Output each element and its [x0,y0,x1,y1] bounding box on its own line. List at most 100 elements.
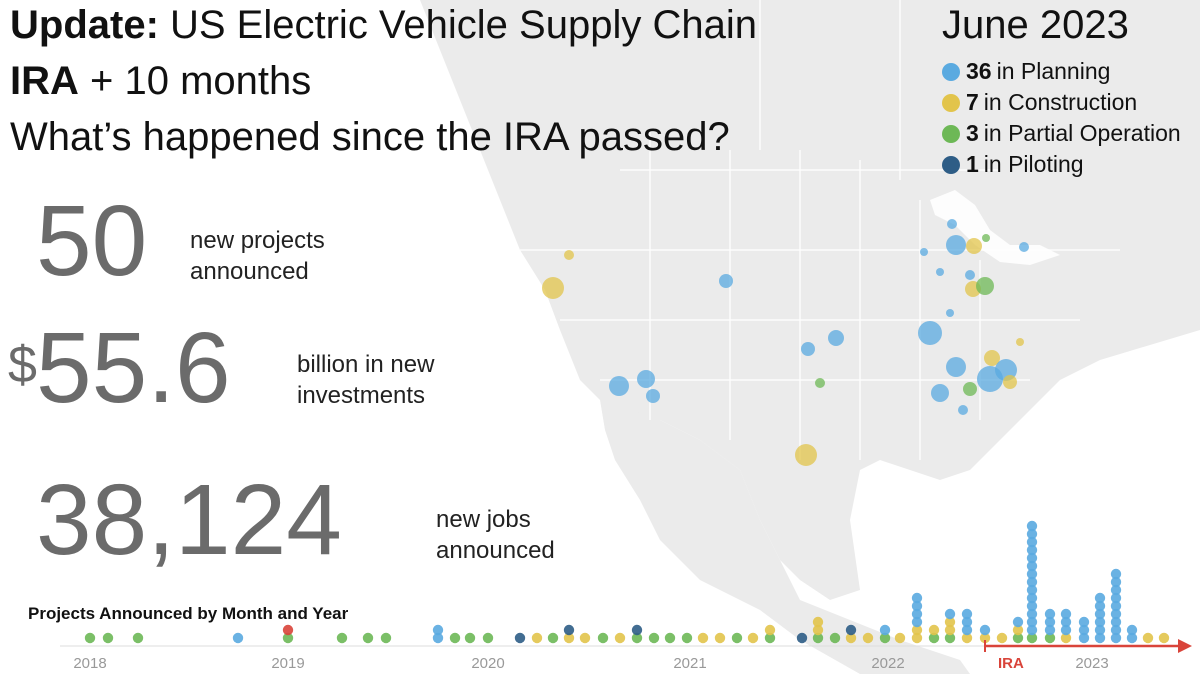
timeline-project-dot [731,632,743,644]
timeline-project-dot [482,632,494,644]
timeline-project-dot [1012,624,1024,636]
timeline-project-dot [879,632,891,644]
timeline-project-dot [1158,632,1170,644]
timeline-project-dot [845,624,857,636]
timeline-project-dot [232,632,244,644]
title-months: + 10 months [78,59,312,103]
mexico-landmass [600,400,970,674]
timeline-chart: 2018 2019 2020 2021 2022 2023 IRA [60,520,1192,672]
timeline-project-dot [597,632,609,644]
timeline-project-dot [944,624,956,636]
year-label: 2022 [871,655,904,672]
timeline-project-dot [1060,616,1072,628]
timeline-project-dot [631,624,643,636]
timeline-project-dot [464,632,476,644]
timeline-project-dot [812,616,824,628]
timeline-project-dot [547,632,559,644]
status-legend: 36 in Planning 7 in Construction 3 in Pa… [942,56,1181,180]
timeline-project-dot [1060,608,1072,620]
year-labels: 2018 2019 2020 2021 2022 2023 [73,655,1108,672]
timeline-project-dot [282,632,294,644]
timeline-project-dot [1026,616,1038,628]
timeline-project-dot [1094,616,1106,628]
timeline-project-dot [1026,552,1038,564]
legend-item-partial-operation: 3 in Partial Operation [942,118,1181,149]
project-marker-planning [946,357,966,377]
timeline-project-dot [812,624,824,636]
timeline-project-dot [1026,544,1038,556]
timeline-project-dot [845,632,857,644]
timeline-project-dot [380,632,392,644]
ira-arrow-head-icon [1178,639,1192,653]
timeline-project-dot [764,632,776,644]
timeline-project-dot [1044,616,1056,628]
timeline-project-dot [911,632,923,644]
timeline-project-dot [1094,592,1106,604]
timeline-dots [84,520,1170,644]
timeline-project-dot [862,632,874,644]
timeline-project-dot [579,632,591,644]
timeline-project-dot [1126,632,1138,644]
timeline-project-dot [84,632,96,644]
north-america-landmass [420,0,1200,600]
timeline-project-dot [911,616,923,628]
project-marker-planning [918,321,942,345]
timeline-project-dot [944,616,956,628]
project-marker-planning [1019,242,1029,252]
timeline-project-dot [961,632,973,644]
legend-count: 1 [966,151,979,177]
timeline-project-dot [1026,536,1038,548]
timeline-project-dot [614,632,626,644]
timeline-project-dot [1012,632,1024,644]
timeline-project-dot [764,624,776,636]
legend-count: 7 [966,89,979,115]
timeline-project-dot [1094,632,1106,644]
timeline-project-dot [1026,608,1038,620]
project-marker-partial-operation [963,382,977,396]
timeline-project-dot [1142,632,1154,644]
title-line-1: Update: US Electric Vehicle Supply Chain [10,2,757,48]
jobs-label: new jobs announced [436,506,555,564]
timeline-project-dot [1060,624,1072,636]
timeline-project-dot [563,624,575,636]
timeline-project-dot [1110,592,1122,604]
timeline-project-dot [1094,600,1106,612]
timeline-project-dot [1026,520,1038,532]
timeline-project-dot [563,632,575,644]
timeline-project-dot [1026,528,1038,540]
project-marker-planning [931,384,949,402]
project-marker-construction [542,277,564,299]
project-marker-planning [936,268,944,276]
project-marker-planning [958,405,968,415]
timeline-project-dot [961,616,973,628]
timeline-project-dot [911,592,923,604]
ira-label: IRA [998,655,1024,672]
title-ira: IRA [10,59,79,103]
timeline-project-dot [1094,624,1106,636]
project-marker-planning [946,309,954,317]
timeline-project-dot [1026,624,1038,636]
timeline-project-dot [681,632,693,644]
timeline-project-dot [812,632,824,644]
title-line-3: What’s happened since the IRA passed? [10,115,730,159]
timeline-project-dot [1078,624,1090,636]
investment-label: billion in new investments [297,351,435,409]
timeline-project-dot [1110,584,1122,596]
legend-item-planning: 36 in Planning [942,56,1181,87]
timeline-project-dot [894,632,906,644]
timeline-project-dot [432,624,444,636]
timeline-project-dot [132,632,144,644]
legend-label: in Partial Operation [983,120,1181,146]
timeline-project-dot [996,632,1008,644]
timeline-project-dot [928,632,940,644]
project-marker-planning [646,389,660,403]
title-update: Update: [10,3,159,47]
timeline-project-dot [1012,616,1024,628]
timeline-project-dot [1110,568,1122,580]
timeline-project-dot [336,632,348,644]
timeline-project-dot [1094,608,1106,620]
currency-symbol: $ [8,336,37,394]
timeline-project-dot [1026,568,1038,580]
timeline-project-dot [1110,624,1122,636]
timeline-project-dot [928,624,940,636]
